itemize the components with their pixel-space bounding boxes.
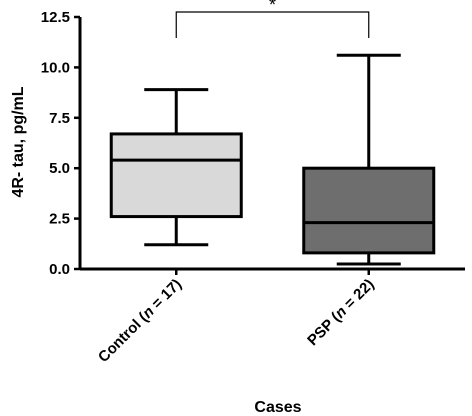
iqr-box: [302, 166, 436, 255]
category-label-suffix: = 17): [146, 276, 185, 315]
y-tick-label: 12.5: [41, 9, 70, 26]
x-axis-title: Cases: [254, 399, 301, 416]
x-category-label: PSP (n = 22): [304, 276, 377, 349]
y-tick-label: 10.0: [41, 59, 70, 76]
axes: [78, 17, 465, 271]
category-label-prefix: Control (: [95, 310, 151, 366]
significance-bracket: *: [175, 0, 370, 38]
y-tick-label: 0.0: [49, 261, 70, 278]
box-group: [302, 53, 436, 275]
y-axis-ticks: 0.0 2.5 5.0 7.5 10.0 12.5: [41, 9, 80, 278]
y-tick-label: 7.5: [49, 110, 70, 127]
x-axis-category-labels: Control (n = 17) PSP (n = 22): [95, 276, 378, 366]
iqr-box: [109, 132, 243, 219]
y-tick-label: 5.0: [49, 160, 70, 177]
x-category-label: Control (n = 17): [95, 276, 185, 366]
significance-label: *: [269, 0, 276, 15]
boxes: [109, 53, 436, 275]
box-group: [109, 88, 243, 275]
category-label-suffix: = 22): [338, 276, 377, 315]
bracket-line: [175, 11, 370, 38]
y-tick-label: 2.5: [49, 211, 70, 228]
y-axis-title: 4R- tau, pg/mL: [10, 86, 27, 197]
